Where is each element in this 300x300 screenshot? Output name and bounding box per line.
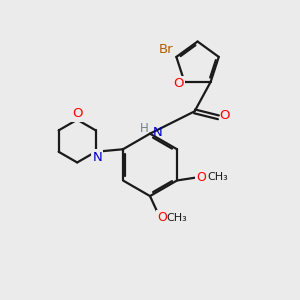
Text: Br: Br — [159, 43, 173, 56]
Text: CH₃: CH₃ — [207, 172, 228, 182]
Text: O: O — [220, 109, 230, 122]
Text: O: O — [157, 211, 167, 224]
Text: CH₃: CH₃ — [167, 213, 187, 223]
Text: H: H — [140, 122, 149, 135]
Text: N: N — [92, 151, 102, 164]
Text: O: O — [173, 77, 184, 90]
Text: N: N — [153, 126, 162, 139]
Text: O: O — [196, 171, 206, 184]
Text: O: O — [72, 107, 83, 120]
